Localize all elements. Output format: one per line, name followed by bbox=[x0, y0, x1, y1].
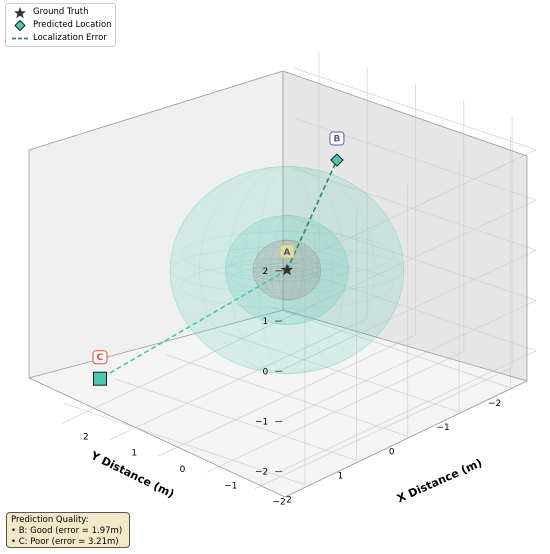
pane-edges bbox=[28, 70, 528, 498]
star-icon bbox=[14, 7, 26, 19]
prediction-quality-box: Prediction Quality: • B: Good (error = 1… bbox=[6, 512, 130, 548]
x-tick-label: 2 bbox=[83, 432, 89, 442]
z-tick-label: 0 bbox=[263, 367, 269, 377]
grid-line bbox=[294, 168, 537, 251]
sphere-wire bbox=[252, 263, 322, 277]
point-label-c-box bbox=[92, 350, 108, 365]
diamond-icon bbox=[14, 19, 26, 32]
quality-line-c: • C: Poor (error = 3.21m) bbox=[11, 537, 119, 547]
sphere-wire bbox=[261, 239, 313, 301]
quality-line-b: • B: Good (error = 1.97m) bbox=[11, 526, 123, 536]
x-tick-label: −2 bbox=[272, 498, 285, 508]
sphere-wire bbox=[199, 166, 375, 374]
point-label-c: C bbox=[97, 353, 104, 363]
prediction-marker-c bbox=[92, 371, 107, 386]
dashed-line-icon bbox=[12, 37, 28, 40]
grid-line bbox=[114, 378, 357, 461]
axis-ticks: −2 −2 −2 −1 −1 −1 0 0 0 1 1 1 2 2 2 bbox=[83, 267, 501, 508]
markers: A B C bbox=[92, 131, 345, 386]
back-pane-right bbox=[283, 71, 527, 381]
point-label-a: A bbox=[284, 248, 291, 258]
sphere-wire bbox=[256, 215, 318, 325]
floor-pane bbox=[29, 310, 527, 497]
prediction-marker-b bbox=[330, 153, 344, 167]
grid-line bbox=[279, 149, 537, 272]
y-tick-label: 2 bbox=[286, 496, 292, 506]
x-tick-label: 1 bbox=[131, 449, 137, 459]
grid-line bbox=[110, 318, 368, 441]
x-tick-label: 0 bbox=[180, 465, 186, 475]
y-tick-label: −2 bbox=[488, 399, 501, 409]
grid-line bbox=[63, 402, 306, 485]
z-tick-label: 2 bbox=[263, 267, 269, 277]
y-tick-label: 1 bbox=[337, 471, 343, 481]
sphere-wire bbox=[278, 239, 296, 301]
point-label-a-box bbox=[279, 244, 295, 259]
sphere-wire bbox=[180, 231, 394, 278]
legend-label: Localization Error bbox=[33, 33, 107, 43]
grid-line bbox=[166, 354, 408, 437]
y-tick-label: 0 bbox=[389, 447, 395, 457]
x-tick-label: −1 bbox=[224, 481, 237, 491]
z-tick-label: −2 bbox=[255, 468, 268, 478]
sphere-wire bbox=[228, 166, 346, 374]
z-tick-label: 1 bbox=[263, 317, 269, 327]
grid-line bbox=[279, 249, 537, 372]
sphere-wire bbox=[271, 215, 303, 325]
grid-line bbox=[61, 302, 320, 424]
error-line-b bbox=[286, 159, 338, 271]
sphere-wire bbox=[180, 262, 394, 309]
legend-label: Ground Truth bbox=[33, 7, 89, 17]
sphere-wire bbox=[269, 239, 305, 301]
sphere-wire bbox=[240, 215, 334, 325]
z-tick-label: −1 bbox=[255, 417, 268, 427]
point-label-b-box bbox=[329, 131, 345, 146]
legend-label: Predicted Location bbox=[33, 20, 112, 30]
back-pane-left bbox=[29, 71, 283, 378]
error-lines bbox=[99, 159, 338, 380]
grid-lines bbox=[61, 51, 537, 489]
grid-line bbox=[279, 199, 537, 322]
ground-truth-marker bbox=[280, 263, 294, 276]
sphere-wire bbox=[257, 166, 317, 374]
y-tick-label: −1 bbox=[437, 423, 450, 433]
x-axis-label: X Distance (m) bbox=[395, 456, 484, 505]
error-line-c bbox=[99, 269, 288, 380]
legend: Ground Truth Predicted Location Localiza… bbox=[5, 3, 116, 47]
point-label-b: B bbox=[333, 135, 340, 145]
quality-title: Prediction Quality: bbox=[11, 515, 89, 525]
grid-line bbox=[294, 68, 537, 151]
